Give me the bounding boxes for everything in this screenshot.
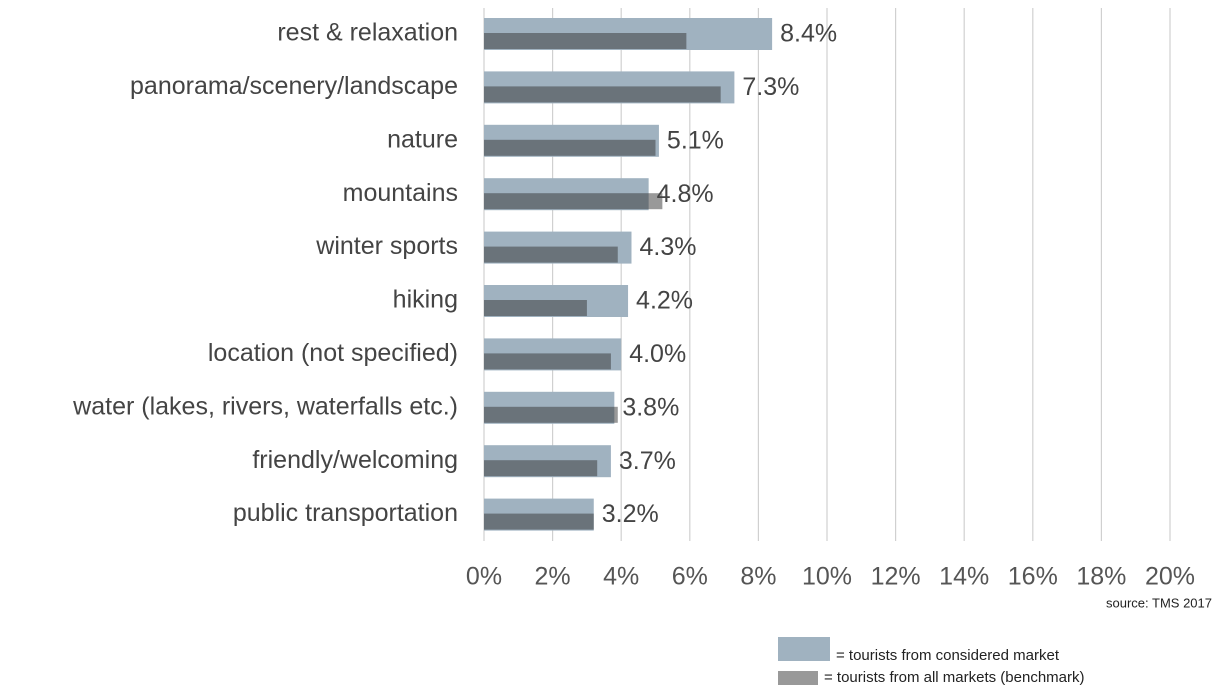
value-label: 3.2% (602, 500, 659, 528)
value-label: 3.7% (619, 447, 676, 475)
category-label: mountains (343, 179, 458, 207)
value-label: 4.2% (636, 287, 693, 315)
x-tick-label: 6% (672, 563, 708, 591)
source: source: TMS 2017 (1106, 595, 1212, 610)
category-label: water (lakes, rivers, waterfalls etc.) (72, 392, 458, 420)
bar (484, 193, 663, 210)
bar (484, 139, 656, 156)
x-tick-label: 20% (1145, 563, 1195, 591)
legend-swatch (778, 671, 818, 685)
legend-swatch (778, 637, 830, 661)
value-label: 7.3% (742, 73, 799, 101)
x-tick-label: 0% (466, 563, 502, 591)
value-label: 4.0% (629, 340, 686, 368)
x-tick-label: 18% (1076, 563, 1126, 591)
bar (484, 460, 598, 477)
x-tick-label: 16% (1008, 563, 1058, 591)
legend-label: = tourists from considered market (836, 647, 1060, 664)
x-tick-label: 2% (535, 563, 571, 591)
x-tick-label: 12% (871, 563, 921, 591)
value-label: 3.8% (622, 393, 679, 421)
category-label: location (not specified) (208, 339, 458, 367)
value-label: 5.1% (667, 126, 724, 154)
x-tick-label: 14% (939, 563, 989, 591)
category-label: hiking (393, 286, 458, 314)
x-tick-label: 8% (740, 563, 776, 591)
x-tick-label: 4% (603, 563, 639, 591)
x-tick-label: 10% (802, 563, 852, 591)
bar (484, 86, 721, 103)
bar (484, 513, 594, 530)
legend-label: = tourists from all markets (benchmark) (824, 669, 1085, 686)
bar (484, 406, 618, 423)
value-label: 8.4% (780, 20, 837, 48)
category-label: winter sports (315, 232, 458, 260)
bar (484, 300, 587, 316)
category-label: rest & relaxation (277, 19, 458, 47)
category-label: public transportation (233, 499, 458, 527)
bar (484, 246, 618, 263)
bar (484, 33, 687, 49)
category-label: panorama/scenery/landscape (130, 72, 458, 100)
category-label: friendly/welcoming (252, 446, 458, 474)
bar (484, 353, 611, 370)
value-label: 4.8% (657, 180, 714, 208)
value-label: 4.3% (639, 233, 696, 261)
category-label: nature (387, 125, 458, 153)
